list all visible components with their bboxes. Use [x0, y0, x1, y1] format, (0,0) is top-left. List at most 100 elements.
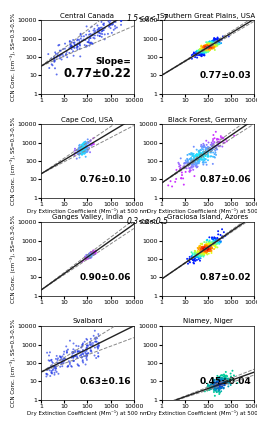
Point	[78, 38, 82, 45]
Point	[83, 348, 87, 355]
Point	[207, 382, 211, 389]
Point	[203, 46, 207, 53]
Point	[90, 251, 94, 258]
Point	[198, 156, 202, 163]
Point	[210, 43, 214, 50]
Point	[166, 182, 170, 189]
Point	[194, 51, 198, 58]
Point	[196, 51, 200, 58]
Point	[197, 253, 201, 260]
Point	[89, 251, 93, 258]
Point	[206, 149, 210, 156]
Point	[217, 387, 221, 394]
Point	[191, 257, 195, 264]
Point	[198, 46, 202, 53]
Point	[217, 380, 222, 387]
Point	[212, 39, 216, 46]
Point	[88, 250, 92, 257]
Point	[74, 353, 78, 360]
Point	[78, 42, 82, 49]
Point	[72, 357, 76, 364]
Point	[190, 159, 194, 166]
Point	[88, 252, 92, 259]
Point	[202, 149, 206, 156]
Text: 0.76±0.10: 0.76±0.10	[79, 176, 131, 184]
Point	[218, 138, 222, 145]
Point	[217, 37, 221, 44]
Point	[212, 43, 216, 50]
Point	[80, 144, 84, 151]
Point	[221, 379, 225, 386]
Point	[209, 240, 213, 246]
Point	[224, 376, 228, 382]
Point	[207, 45, 211, 52]
Point	[72, 41, 77, 48]
Point	[210, 42, 215, 49]
Point	[195, 51, 199, 57]
Point	[84, 140, 88, 147]
Point	[214, 43, 218, 50]
Point	[59, 360, 63, 367]
Point	[205, 249, 209, 255]
Point	[82, 36, 86, 43]
Point	[87, 255, 91, 262]
Point	[108, 22, 113, 28]
Point	[204, 146, 208, 153]
Point	[87, 253, 91, 260]
Point	[213, 243, 217, 249]
Point	[199, 245, 203, 252]
Point	[215, 37, 219, 44]
Point	[201, 49, 205, 56]
Title: Niamey, Niger: Niamey, Niger	[183, 318, 233, 325]
Point	[208, 244, 213, 250]
Point	[207, 42, 211, 49]
Point	[206, 44, 210, 51]
Point	[194, 51, 198, 58]
Point	[204, 249, 208, 256]
Point	[113, 23, 117, 29]
Point	[84, 43, 88, 50]
Point	[89, 250, 93, 257]
Point	[201, 159, 205, 166]
Point	[205, 236, 209, 243]
Point	[215, 382, 219, 388]
Point	[218, 382, 222, 389]
Point	[219, 388, 223, 395]
Point	[55, 53, 59, 60]
Point	[214, 379, 218, 385]
Point	[217, 387, 221, 394]
Point	[218, 382, 223, 388]
Point	[206, 43, 210, 50]
Point	[223, 375, 227, 382]
Point	[218, 383, 222, 390]
Point	[192, 49, 196, 56]
Point	[88, 250, 92, 257]
Point	[206, 43, 210, 50]
Point	[85, 43, 89, 50]
Point	[198, 149, 203, 156]
Point	[82, 353, 86, 360]
Point	[208, 242, 213, 249]
Point	[78, 145, 82, 152]
Point	[212, 40, 216, 47]
Point	[79, 351, 83, 358]
Point	[206, 147, 210, 153]
Point	[62, 360, 66, 366]
Point	[217, 386, 221, 393]
Point	[197, 50, 201, 57]
Point	[203, 47, 207, 54]
Point	[208, 244, 213, 251]
Point	[203, 46, 207, 53]
Point	[208, 244, 213, 251]
Point	[203, 42, 207, 49]
Point	[195, 47, 199, 54]
Point	[220, 379, 224, 385]
Point	[206, 385, 210, 392]
Point	[211, 238, 215, 244]
Point	[194, 251, 198, 258]
Point	[200, 249, 204, 256]
Point	[52, 58, 57, 65]
Point	[213, 143, 217, 150]
Point	[207, 237, 212, 244]
Point	[208, 245, 212, 252]
